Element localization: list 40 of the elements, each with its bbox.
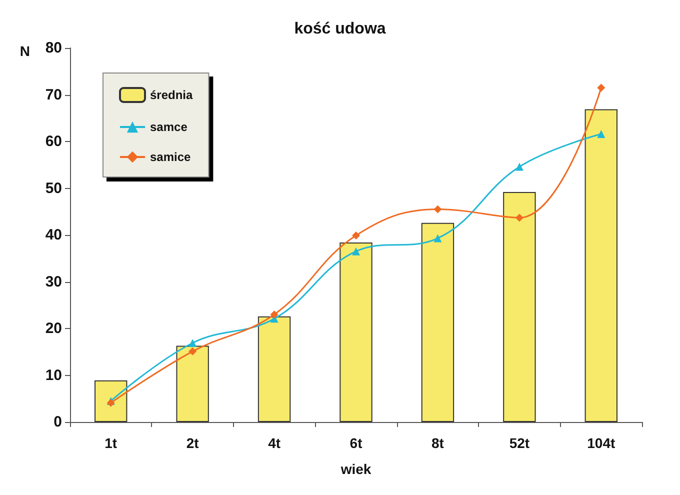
point — [515, 162, 524, 171]
y-tick-label: 20 — [45, 320, 62, 337]
bar — [421, 222, 454, 422]
x-tick-label: 1t — [104, 435, 118, 451]
y-tick-label: 30 — [45, 273, 62, 290]
legend-label: średnia — [150, 88, 194, 102]
x-tick-label: 4t — [268, 435, 281, 451]
y-tick-label: 80 — [45, 40, 62, 56]
point — [270, 310, 278, 318]
point — [352, 231, 360, 240]
bar — [258, 316, 291, 422]
y-tick-label: 0 — [54, 414, 62, 430]
y-tick-label: 50 — [45, 180, 62, 197]
x-tick-label: 104t — [587, 435, 616, 451]
point — [597, 84, 606, 92]
y-axis-title: N — [20, 43, 30, 59]
point — [515, 214, 524, 222]
legend-label: samce — [150, 120, 188, 134]
point — [188, 347, 197, 356]
x-tick-label: 6t — [350, 435, 363, 451]
bar — [340, 242, 372, 422]
y-tick-label: 10 — [45, 366, 62, 384]
y-tick-label: 60 — [45, 133, 62, 150]
legend-label: samice — [150, 150, 192, 164]
point — [352, 247, 360, 256]
x-axis-title: wiek — [340, 461, 372, 477]
chart-title: kość udowa — [294, 20, 386, 38]
bar — [94, 380, 128, 422]
y-tick-label: 40 — [45, 226, 62, 244]
bar — [584, 109, 618, 422]
bar — [176, 346, 209, 422]
point — [188, 338, 197, 347]
x-tick-label: 52t — [509, 435, 530, 451]
point — [597, 130, 606, 138]
bar — [503, 192, 536, 422]
point — [434, 234, 442, 242]
x-tick-label: 8t — [431, 435, 444, 451]
point — [434, 205, 442, 214]
x-tick-label: 2t — [186, 435, 200, 451]
y-tick-label: 70 — [45, 86, 62, 104]
